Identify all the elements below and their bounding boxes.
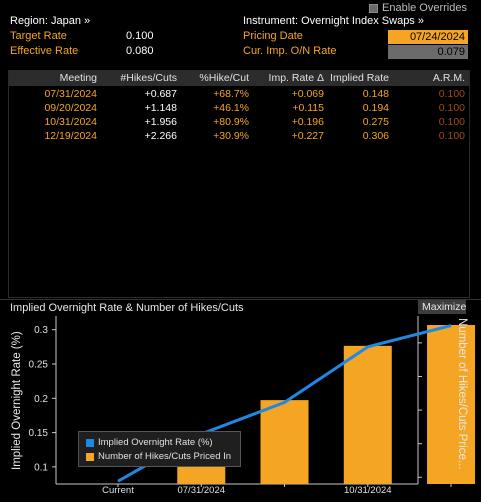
chart-title: Implied Overnight Rate & Number of Hikes… xyxy=(10,302,244,314)
maximize-button[interactable]: Maximize xyxy=(418,300,466,314)
effective-rate-label: Effective Rate xyxy=(10,45,79,57)
cell-arm: 0.100 xyxy=(438,130,465,142)
cell-hikes: +0.687 xyxy=(144,88,177,100)
pricing-date-label: Pricing Date xyxy=(243,30,303,42)
cell-arm: 0.100 xyxy=(438,116,465,128)
x-tick-label: 07/31/2024 xyxy=(177,485,225,496)
cell-meeting: 10/31/2024 xyxy=(44,116,97,128)
table-header: Meeting #Hikes/Cuts %Hike/Cut Imp. Rate … xyxy=(9,71,469,86)
left-tick-label: 0.3 xyxy=(34,325,48,336)
bar-hikes-cuts xyxy=(427,325,476,484)
cell-implied: 0.275 xyxy=(362,116,389,128)
enable-overrides-label: Enable Overrides xyxy=(382,2,467,14)
cell-pct: +46.1% xyxy=(213,102,249,114)
col-imp-rate-delta[interactable]: Imp. Rate Δ xyxy=(268,72,324,84)
right-axis-title: Number of Hikes/Cuts Price... xyxy=(456,318,468,469)
chart-panel-divider xyxy=(0,299,481,300)
cell-arm: 0.100 xyxy=(438,88,465,100)
left-tick-label: 0.15 xyxy=(29,428,49,439)
cell-pct: +68.7% xyxy=(213,88,249,100)
x-tick-label: Current xyxy=(102,485,134,496)
target-rate-value: 0.100 xyxy=(126,30,154,42)
target-rate-label: Target Rate xyxy=(10,30,67,42)
instrument-selector[interactable]: Instrument: Overnight Index Swaps » xyxy=(243,15,424,27)
cell-hikes: +1.148 xyxy=(144,102,177,114)
pricing-date-field[interactable]: 07/24/2024 xyxy=(388,30,468,44)
left-tick-label: 0.1 xyxy=(34,462,48,473)
col-meeting[interactable]: Meeting xyxy=(59,72,97,84)
cell-delta: +0.227 xyxy=(291,130,324,142)
meetings-table: Meeting #Hikes/Cuts %Hike/Cut Imp. Rate … xyxy=(8,70,470,298)
cur-imp-rate-label: Cur. Imp. O/N Rate xyxy=(243,45,337,57)
legend-swatch-rate xyxy=(86,439,94,447)
cell-meeting: 12/19/2024 xyxy=(44,130,97,142)
cell-delta: +0.196 xyxy=(291,116,324,128)
region-selector[interactable]: Region: Japan » xyxy=(10,15,91,27)
chart-legend: Implied Overnight Rate (%) Number of Hik… xyxy=(78,431,241,467)
cell-hikes: +1.956 xyxy=(144,116,177,128)
cell-meeting: 09/20/2024 xyxy=(44,102,97,114)
cur-imp-rate-field[interactable]: 0.079 xyxy=(388,45,468,59)
chart-svg: 0.10.150.20.250.30.00.51.01.52.0Current0… xyxy=(11,316,476,496)
bar-hikes-cuts xyxy=(260,400,309,484)
cell-hikes: +2.266 xyxy=(144,130,177,142)
cell-pct: +30.9% xyxy=(213,130,249,142)
cell-delta: +0.115 xyxy=(292,102,324,114)
col-hikes-cuts[interactable]: #Hikes/Cuts xyxy=(120,72,177,84)
cell-arm: 0.100 xyxy=(438,102,465,114)
chart-panel-bg xyxy=(0,300,481,502)
legend-label-rate: Implied Overnight Rate (%) xyxy=(98,437,213,448)
legend-swatch-hikes xyxy=(86,453,94,461)
x-tick-label: 10/31/2024 xyxy=(344,485,392,496)
col-implied-rate[interactable]: Implied Rate xyxy=(330,72,389,84)
cell-meeting: 07/31/2024 xyxy=(44,88,97,100)
col-pct-hike-cut[interactable]: %Hike/Cut xyxy=(199,72,249,84)
legend-label-hikes: Number of Hikes/Cuts Priced In xyxy=(98,451,232,462)
bar-hikes-cuts xyxy=(343,345,392,484)
cell-implied: 0.306 xyxy=(362,130,389,142)
cell-implied: 0.148 xyxy=(362,88,389,100)
cell-implied: 0.194 xyxy=(362,102,389,114)
cell-delta: +0.069 xyxy=(291,88,324,100)
left-tick-label: 0.2 xyxy=(34,394,48,405)
left-tick-label: 0.25 xyxy=(29,360,49,371)
left-axis-title: Implied Overnight Rate (%) xyxy=(11,331,23,470)
col-arm[interactable]: A.R.M. xyxy=(432,72,465,84)
effective-rate-value: 0.080 xyxy=(126,45,154,57)
enable-overrides-checkbox[interactable] xyxy=(369,4,378,13)
cell-pct: +80.9% xyxy=(213,116,249,128)
